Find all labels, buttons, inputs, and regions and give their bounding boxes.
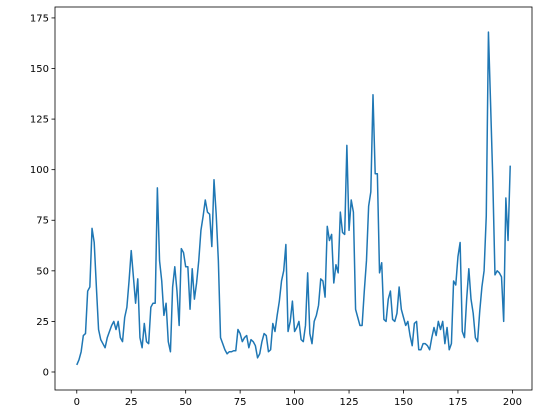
y-tick-label: 125 xyxy=(30,115,49,126)
x-tick-label: 100 xyxy=(285,397,304,408)
x-tick-label: 150 xyxy=(394,397,413,408)
x-tick-label: 50 xyxy=(179,397,192,408)
y-tick-label: 0 xyxy=(43,367,49,378)
y-tick-label: 175 xyxy=(30,13,49,24)
line xyxy=(76,31,511,366)
x-tick-label: 200 xyxy=(503,397,522,408)
axes-frame xyxy=(54,6,533,391)
y-tick-label: 50 xyxy=(36,266,49,277)
y-tick-label: 25 xyxy=(36,317,49,328)
y-tick-label: 75 xyxy=(36,216,49,227)
x-tick-label: 125 xyxy=(339,397,358,408)
x-tick-label: 175 xyxy=(448,397,467,408)
y-tick-label: 150 xyxy=(30,64,49,75)
x-tick-label: 0 xyxy=(74,397,80,408)
x-tick-label: 25 xyxy=(125,397,138,408)
y-tick-label: 100 xyxy=(30,165,49,176)
x-tick-label: 75 xyxy=(234,397,247,408)
